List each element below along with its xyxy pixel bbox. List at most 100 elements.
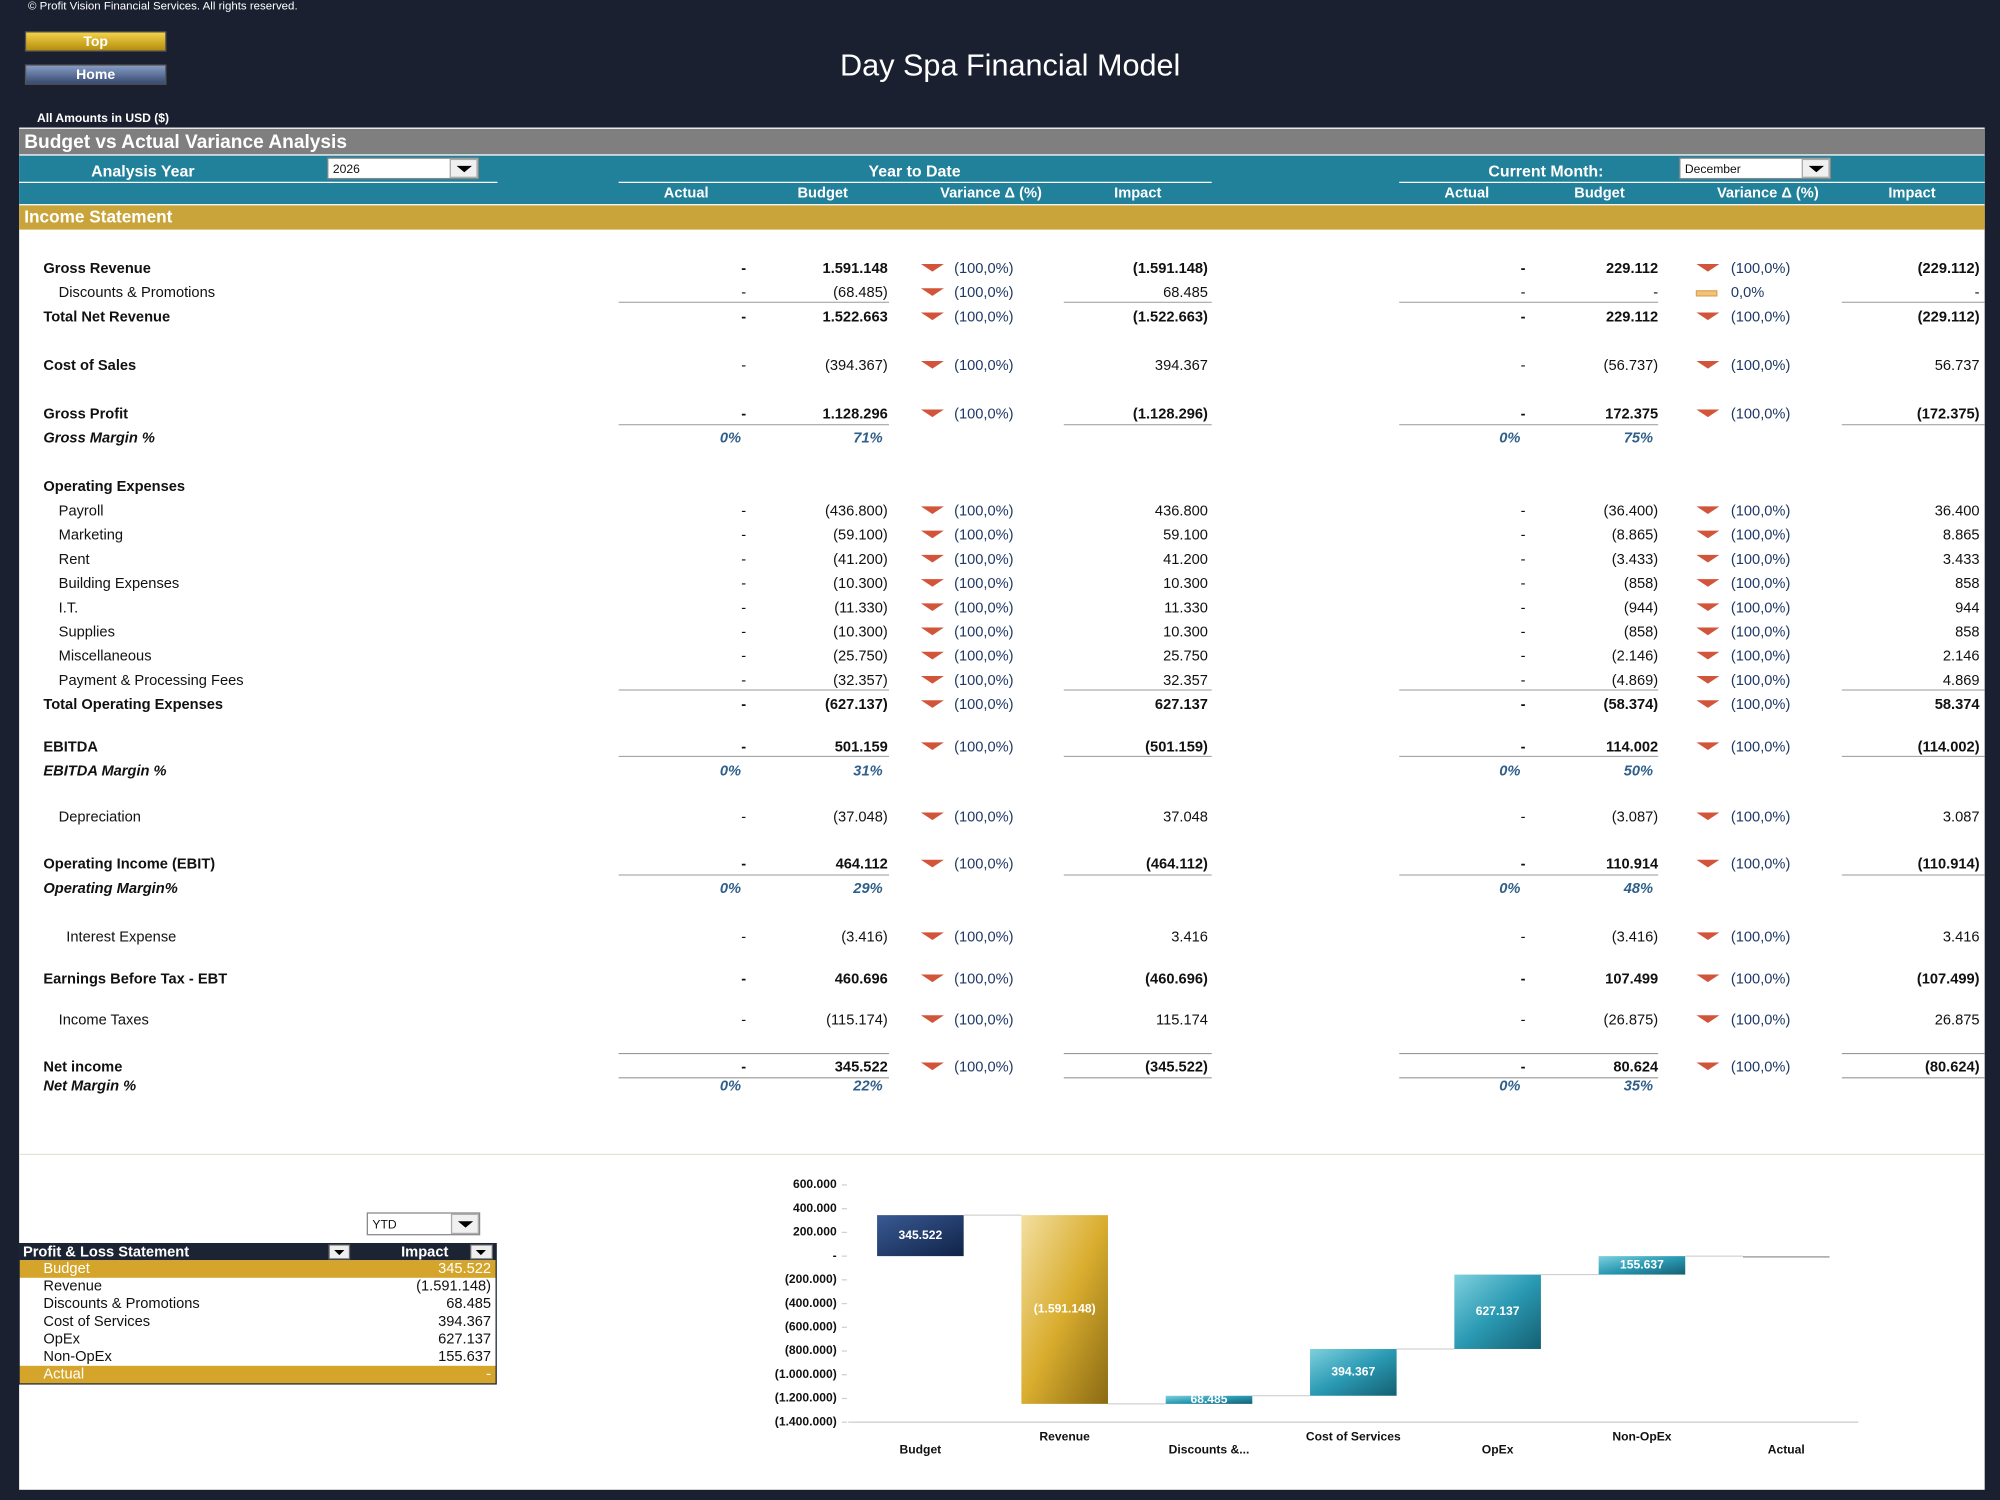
cell-value: 48% — [1623, 881, 1653, 897]
cell-value: 50% — [1624, 764, 1653, 780]
cell-value: 1.128.296 — [823, 406, 888, 422]
variance: (100,0%) — [954, 929, 1013, 945]
cell-value: (436.800) — [825, 503, 888, 519]
cell-value: 114.002 — [1606, 739, 1658, 755]
cell-value: (1.522.663) — [1133, 309, 1208, 325]
variance: (100,0%) — [954, 528, 1013, 544]
variance-icon — [920, 288, 944, 296]
nav-button[interactable] — [24, 64, 167, 85]
variance-icon — [1696, 360, 1720, 369]
cell-value: - — [741, 697, 746, 713]
variance-icon — [1696, 603, 1720, 611]
row-label: Gross Revenue — [43, 261, 151, 277]
cell-value: (1.591.148) — [1133, 261, 1208, 277]
pl-value: - — [486, 1367, 491, 1383]
variance: (100,0%) — [954, 809, 1013, 825]
row-label: Cost of Sales — [43, 358, 136, 374]
cell-value: 25.750 — [1163, 649, 1208, 665]
row-label: Payment & Processing Fees — [59, 673, 244, 689]
variance-icon — [1696, 264, 1720, 272]
variance: (100,0%) — [1731, 649, 1790, 665]
cell-value: (464.112) — [1146, 857, 1208, 873]
cell-value: (3.087) — [1612, 809, 1658, 825]
cell-value: (58.374) — [1604, 697, 1659, 713]
cell-value: 0% — [1499, 881, 1520, 897]
cell-value: 41.200 — [1163, 552, 1208, 568]
variance-icon — [1696, 627, 1720, 636]
cell-value: (394.367) — [825, 358, 888, 374]
column-header: Variance Δ (%) — [940, 186, 1042, 202]
variance: (100,0%) — [954, 1012, 1013, 1028]
cell-value: - — [741, 673, 746, 689]
cell-value: 345.522 — [835, 1059, 888, 1075]
cell-value: (41.200) — [833, 552, 888, 568]
bar — [1165, 1395, 1253, 1404]
variance-icon — [920, 859, 944, 868]
cell-value: (858) — [1624, 576, 1658, 592]
cell-value: - — [1521, 673, 1526, 689]
cell-value: - — [1521, 576, 1526, 592]
year-dropdown-value: 2026 — [333, 162, 360, 176]
value-label: (1.591.148) — [1034, 1302, 1096, 1316]
cell-value: (26.875) — [1604, 1012, 1659, 1028]
cell-value: (3.433) — [1612, 552, 1658, 568]
cell-value: 172.375 — [1605, 406, 1658, 422]
row-label: Payroll — [59, 503, 104, 519]
cell-value: (80.624) — [1925, 1059, 1980, 1075]
cell-value: - — [1521, 285, 1526, 301]
x-tick-label: Budget — [900, 1442, 942, 1456]
cell-value: 59.100 — [1163, 528, 1208, 544]
variance-icon — [920, 627, 944, 636]
row-label: Supplies — [59, 625, 115, 641]
variance-icon — [1696, 554, 1720, 563]
nav-button[interactable] — [24, 31, 167, 52]
variance: (100,0%) — [1731, 358, 1790, 374]
row-label: Discounts & Promotions — [59, 285, 215, 301]
cell-value: - — [741, 625, 746, 641]
cell-value: - — [741, 358, 746, 374]
value-label: 68.485 — [1190, 1392, 1227, 1406]
analysis-year-label: Analysis Year — [91, 163, 194, 180]
cell-value: 1.522.663 — [823, 309, 888, 325]
variance-icon — [1696, 409, 1720, 418]
cell-value: (110.914) — [1918, 857, 1980, 873]
pl-label: Revenue — [43, 1279, 102, 1295]
variance-icon — [920, 506, 944, 515]
month-dropdown-box[interactable] — [1679, 157, 1831, 180]
cell-value: - — [1521, 625, 1526, 641]
row-label: Gross Profit — [43, 406, 128, 422]
row-label: Total Net Revenue — [43, 309, 170, 325]
page-title: Day Spa Financial Model — [840, 49, 1180, 83]
variance-icon — [920, 700, 944, 708]
cell-value: 0% — [1499, 764, 1520, 780]
cell-value: 26.875 — [1935, 1012, 1980, 1028]
row-label: Operating Expenses — [43, 479, 185, 495]
cell-value: 858 — [1955, 576, 1979, 592]
pl-frame — [18, 1242, 497, 1385]
cell-value: - — [1521, 649, 1526, 665]
x-tick-label: Actual — [1768, 1442, 1805, 1456]
income-title: Income Statement — [24, 207, 172, 227]
cell-value: 8.865 — [1943, 528, 1980, 544]
cell-value: - — [1521, 309, 1526, 325]
cell-value: 229.112 — [1606, 309, 1658, 325]
cell-value: 3.087 — [1943, 809, 1980, 825]
column-header: Budget — [1574, 186, 1625, 202]
row-label: I.T. — [59, 600, 79, 616]
variance-icon — [920, 651, 944, 660]
bar — [1021, 1215, 1108, 1404]
cell-value: 29% — [852, 881, 882, 897]
cell-value: - — [741, 285, 746, 301]
year-dropdown-box[interactable] — [327, 157, 479, 180]
cell-value: 858 — [1955, 625, 1979, 641]
variance: (100,0%) — [1731, 261, 1790, 277]
variance: (100,0%) — [954, 649, 1013, 665]
value-label: 345.522 — [898, 1228, 942, 1242]
filter-arrow — [475, 1250, 486, 1256]
pl-dropdown-arrow — [457, 1221, 474, 1228]
cell-value: 460.696 — [835, 971, 888, 987]
cell-value: 22% — [852, 1079, 882, 1095]
variance: (100,0%) — [1731, 406, 1790, 422]
cell-value: (10.300) — [833, 576, 888, 592]
y-tick-label: (600.000) — [785, 1319, 837, 1333]
